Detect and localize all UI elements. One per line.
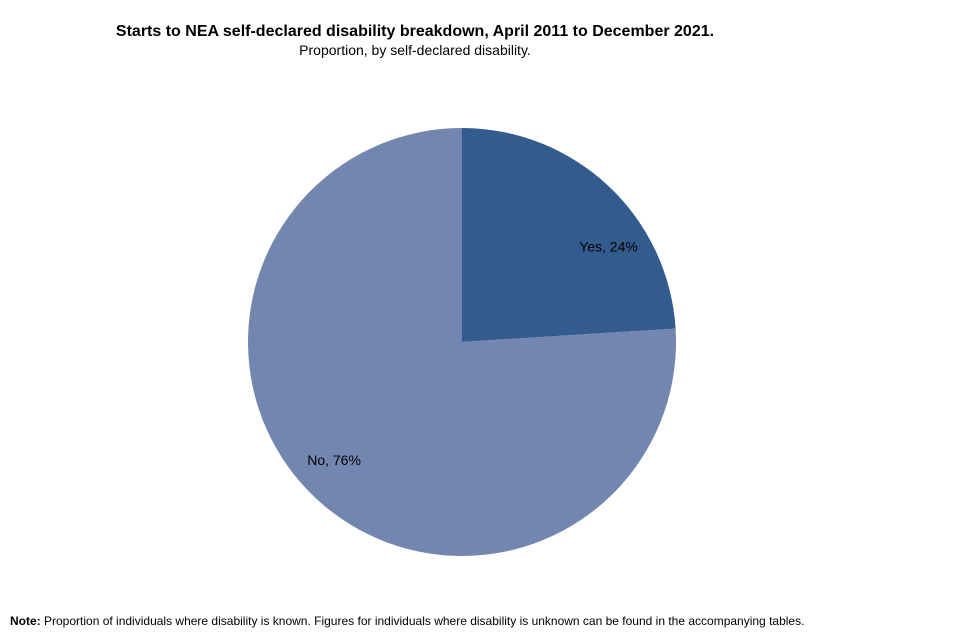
slice-label-yes: Yes, 24%	[579, 239, 638, 255]
chart-subtitle: Proportion, by self-declared disability.	[299, 42, 531, 58]
pie-slice-yes	[462, 128, 676, 342]
note-text: Proportion of individuals where disabili…	[40, 614, 805, 628]
chart-title: Starts to NEA self-declared disability b…	[115, 23, 715, 40]
note: Note: Proportion of individuals where di…	[10, 614, 804, 628]
pie-chart: Yes, 24% No, 76%	[247, 128, 676, 556]
slice-label-no: No, 76%	[307, 452, 361, 468]
pie-slice-no	[247, 128, 676, 556]
note-label: Note:	[10, 614, 41, 628]
